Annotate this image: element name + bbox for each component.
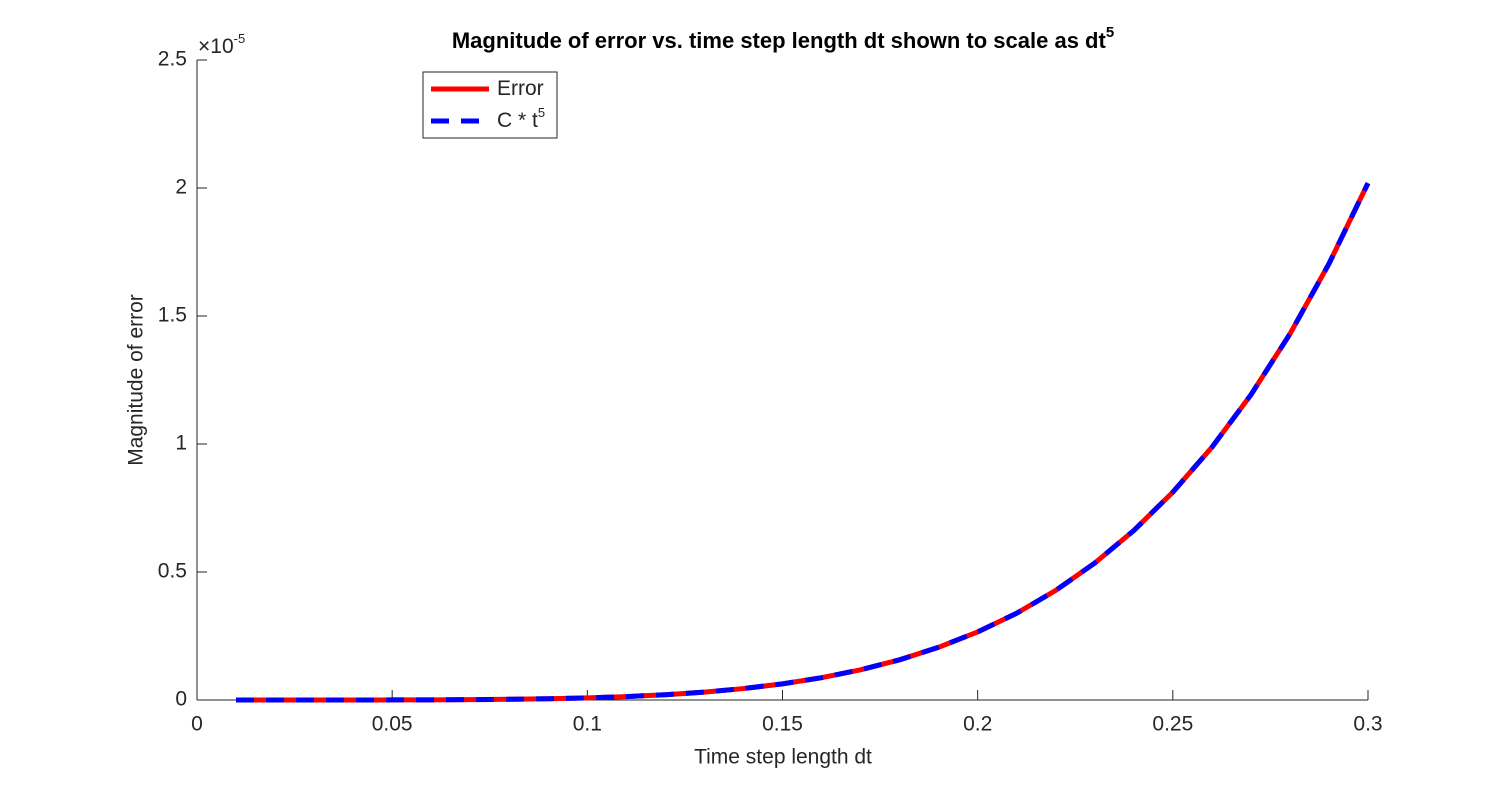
y-exponent: ×10-5	[198, 31, 245, 57]
title-text: Magnitude of error vs. time step length …	[452, 28, 1107, 53]
title-superscript: 5	[1106, 24, 1114, 41]
y-tick-label: 1.5	[158, 304, 187, 327]
legend-box	[422, 71, 558, 139]
y-tick-label: 2	[175, 176, 187, 199]
legend-label: C * t5	[497, 105, 545, 131]
x-tick-label: 0.05	[372, 713, 413, 736]
legend-superscript: 5	[538, 105, 545, 120]
chart-title: Magnitude of error vs. time step length …	[452, 24, 1114, 53]
legend-text: Error	[497, 77, 544, 100]
x-axis-label: Time step length dt	[694, 746, 872, 769]
x-tick-label: 0.1	[573, 713, 602, 736]
x-tick-label: 0	[191, 713, 203, 736]
x-tick-label: 0.25	[1152, 713, 1193, 736]
data-line	[236, 182, 1371, 703]
legend-label: Error	[497, 77, 544, 100]
y-tick-label: 2.5	[158, 48, 187, 71]
x-tick-label: 0.15	[762, 713, 803, 736]
data-line	[236, 182, 1371, 703]
x-tick-label: 0.3	[1353, 713, 1382, 736]
legend-text: C * t	[497, 109, 538, 132]
y-axis-label: Magnitude of error	[125, 294, 148, 466]
y-tick-label: 0.5	[158, 560, 187, 583]
legend: Error C * t5	[422, 71, 558, 139]
y-tick-label: 0	[175, 688, 187, 711]
y-exponent-base: ×10	[198, 35, 234, 58]
y-exponent-power: -5	[234, 31, 246, 46]
x-tick-label: 0.2	[963, 713, 992, 736]
y-tick-label: 1	[175, 432, 187, 455]
